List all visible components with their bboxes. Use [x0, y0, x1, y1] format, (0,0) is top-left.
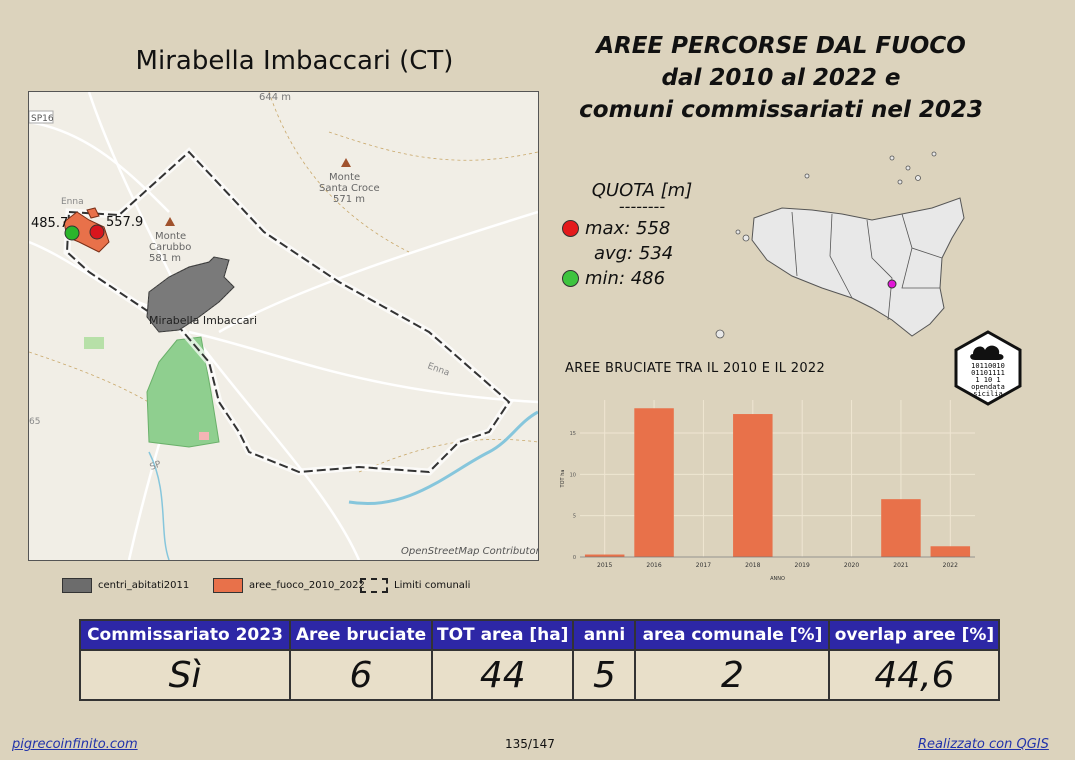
bar-2022 [931, 546, 971, 557]
peak-name: Carubbo [149, 242, 191, 253]
bar-2016 [634, 408, 674, 557]
location-marker [888, 280, 896, 288]
elevation-box: QUOTA [m] -------- max: 558 avg: 534 min… [562, 180, 722, 291]
min-dot-icon [562, 270, 579, 287]
elevation-label: 644 m [259, 92, 291, 103]
legend-item-town: centri_abitati2011 [62, 578, 189, 593]
table-cell: 6 [290, 650, 432, 700]
legend-item-boundary: Limiti comunali [360, 578, 470, 593]
town-swatch [62, 578, 92, 593]
map-attribution: OpenStreetMap Contributor [401, 546, 538, 557]
chart-title: AREE BRUCIATE TRA IL 2010 E IL 2022 [565, 361, 825, 376]
peak-elevation: 571 m [333, 194, 365, 205]
bar-2018 [733, 414, 773, 557]
elevation-avg: avg: 534 [594, 243, 673, 264]
table-header: TOT area [ha] [432, 620, 573, 650]
elevation-max-row: max: 558 [562, 216, 722, 241]
town-label: Mirabella Imbaccari [149, 314, 257, 327]
table-row: Sì 6 44 5 2 44,6 [80, 650, 999, 700]
table-header: Commissariato 2023 [80, 620, 290, 650]
table-cell: 2 [635, 650, 829, 700]
min-elevation-label: 485.7 [31, 216, 68, 231]
y-tick-label: 0 [573, 555, 576, 561]
x-tick-label: 2019 [795, 562, 810, 569]
fire-swatch [213, 578, 243, 593]
sicily-shape [752, 198, 964, 336]
sicily-inset-map [712, 148, 974, 348]
x-tick-label: 2022 [943, 562, 958, 569]
table-cell: 44,6 [829, 650, 999, 700]
municipality-map: 485.7 557.9 644 m SP16 Monte Santa Croce… [28, 91, 539, 561]
x-tick-label: 2016 [646, 562, 661, 569]
map-title: Mirabella Imbaccari (CT) [28, 46, 561, 76]
road-label: SP [149, 459, 163, 472]
pink-patch [199, 432, 209, 440]
peak-name: Monte [329, 172, 360, 183]
stats-table: Commissariato 2023 Aree bruciate TOT are… [79, 619, 1000, 701]
x-axis-label: ANNO [770, 576, 785, 582]
x-tick-label: 2021 [893, 562, 908, 569]
roads [29, 92, 538, 560]
table-cell: 5 [573, 650, 635, 700]
peak-name: Santa Croce [319, 183, 380, 194]
max-elevation-point [90, 225, 104, 239]
road-label: 65 [29, 417, 40, 427]
legend-label: centri_abitati2011 [98, 580, 189, 591]
x-tick-label: 2017 [696, 562, 711, 569]
title-line-3: comuni commissariati nel 2023 [565, 94, 997, 126]
legend-item-fire: aree_fuoco_2010_2022 [213, 578, 365, 593]
road-name: Enna [426, 361, 451, 378]
road-label: SP16 [31, 114, 54, 124]
y-tick-label: 10 [570, 472, 576, 478]
bar-2021 [881, 499, 921, 557]
elevation-min: min: 486 [585, 268, 665, 289]
page-number: 135/147 [505, 737, 555, 751]
max-elevation-label: 557.9 [106, 215, 143, 230]
table-header: overlap aree [%] [829, 620, 999, 650]
table-header: Aree bruciate [290, 620, 432, 650]
legend-label: aree_fuoco_2010_2022 [249, 580, 365, 591]
boundary-halo [67, 152, 509, 472]
table-header: area comunale [%] [635, 620, 829, 650]
table-cell: 44 [432, 650, 573, 700]
y-tick-label: 15 [570, 431, 576, 437]
y-tick-label: 5 [573, 514, 576, 520]
title-line-2: dal 2010 al 2022 e [565, 62, 997, 94]
elevation-max: max: 558 [585, 218, 670, 239]
green-patch [84, 337, 104, 349]
max-dot-icon [562, 220, 579, 237]
map-canvas: 485.7 557.9 644 m SP16 Monte Santa Croce… [29, 92, 538, 560]
footer-website-link[interactable]: pigrecoinfinito.com [12, 737, 138, 752]
road-name: Enna [61, 197, 84, 207]
boundary-swatch [360, 578, 388, 593]
peak-name: Monte [155, 231, 186, 242]
elevation-avg-row: avg: 534 [562, 241, 722, 266]
y-axis-label: TOT ha [560, 470, 566, 489]
peak-icon [165, 217, 175, 226]
peak-elevation: 581 m [149, 253, 181, 264]
legend-label: Limiti comunali [394, 580, 470, 591]
elevation-separator: -------- [562, 197, 722, 216]
burned-area-chart: 0 5 10 15 2015 2016 2017 2018 2019 2020 2021 2022 AN… [560, 395, 980, 585]
x-tick-label: 2018 [745, 562, 760, 569]
elevation-min-row: min: 486 [562, 266, 722, 291]
table-header-row: Commissariato 2023 Aree bruciate TOT are… [80, 620, 999, 650]
peak-icon [341, 158, 351, 167]
footer-qgis-link[interactable]: Realizzato con QGIS [918, 737, 1049, 752]
x-tick-label: 2020 [844, 562, 859, 569]
main-title: AREE PERCORSE DAL FUOCO dal 2010 al 2022… [565, 30, 997, 126]
table-cell: Sì [80, 650, 290, 700]
title-line-1: AREE PERCORSE DAL FUOCO [565, 30, 997, 62]
table-header: anni [573, 620, 635, 650]
x-tick-label: 2015 [597, 562, 612, 569]
